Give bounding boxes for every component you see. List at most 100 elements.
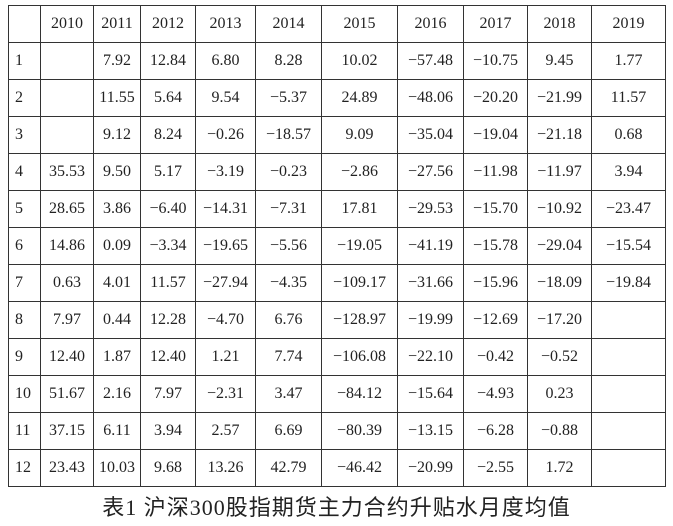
value-cell: 2.57 — [195, 412, 256, 450]
value-cell: 17.81 — [321, 190, 398, 228]
value-cell: −29.04 — [527, 227, 592, 265]
value-cell: −17.20 — [527, 301, 592, 339]
header-cell: 2019 — [591, 5, 666, 43]
value-cell: −128.97 — [321, 301, 398, 339]
value-cell: −3.34 — [140, 227, 196, 265]
value-cell: 3.47 — [255, 375, 322, 413]
value-cell: −84.12 — [321, 375, 398, 413]
value-cell: −2.31 — [195, 375, 256, 413]
value-cell: 10.03 — [93, 449, 141, 487]
month-cell: 1 — [8, 42, 41, 80]
value-cell: −6.40 — [140, 190, 196, 228]
value-cell: 0.23 — [527, 375, 592, 413]
table-row: 5 28.65 3.86 −6.40 −14.31 −7.31 17.81 −29.53 −15… — [8, 190, 666, 228]
value-cell: 7.74 — [255, 338, 322, 376]
value-cell: 7.92 — [93, 42, 141, 80]
value-cell — [40, 42, 94, 80]
value-cell — [591, 338, 666, 376]
value-cell: 11.55 — [93, 79, 141, 117]
value-cell: 6.80 — [195, 42, 256, 80]
value-cell: 6.76 — [255, 301, 322, 339]
header-cell: 2018 — [527, 5, 592, 43]
table-row: 11 37.15 6.11 3.94 2.57 6.69 −80.39 −13.15 −6.28… — [8, 412, 666, 450]
value-cell: 6.69 — [255, 412, 322, 450]
value-cell: 3.94 — [591, 153, 666, 191]
header-cell: 2011 — [93, 5, 141, 43]
value-cell — [591, 375, 666, 413]
value-cell: −14.31 — [195, 190, 256, 228]
value-cell: −13.15 — [397, 412, 464, 450]
value-cell: 35.53 — [40, 153, 94, 191]
value-cell: 9.50 — [93, 153, 141, 191]
table-row: 1 7.92 12.84 6.80 8.28 10.02 −57.48 −10.75 9.45 1… — [8, 42, 666, 80]
header-cell: 2015 — [321, 5, 398, 43]
value-cell: 7.97 — [40, 301, 94, 339]
value-cell: 8.24 — [140, 116, 196, 154]
value-cell: −19.04 — [463, 116, 528, 154]
value-cell: −48.06 — [397, 79, 464, 117]
value-cell: −2.55 — [463, 449, 528, 487]
value-cell: −80.39 — [321, 412, 398, 450]
value-cell: −4.93 — [463, 375, 528, 413]
value-cell: −19.99 — [397, 301, 464, 339]
value-cell: 7.97 — [140, 375, 196, 413]
value-cell: 42.79 — [255, 449, 322, 487]
value-cell: 5.64 — [140, 79, 196, 117]
header-cell: 2017 — [463, 5, 528, 43]
value-cell: 24.89 — [321, 79, 398, 117]
value-cell: −0.42 — [463, 338, 528, 376]
value-cell: −18.09 — [527, 264, 592, 302]
month-cell: 11 — [8, 412, 41, 450]
value-cell: 5.17 — [140, 153, 196, 191]
value-cell: 9.12 — [93, 116, 141, 154]
table-row: 8 7.97 0.44 12.28 −4.70 6.76 −128.97 −19.99 −12.… — [8, 301, 666, 339]
value-cell: −7.31 — [255, 190, 322, 228]
value-cell: −109.17 — [321, 264, 398, 302]
value-cell: −15.96 — [463, 264, 528, 302]
value-cell: −15.70 — [463, 190, 528, 228]
value-cell: 11.57 — [140, 264, 196, 302]
value-cell: −11.97 — [527, 153, 592, 191]
corner-cell — [8, 5, 41, 43]
month-cell: 4 — [8, 153, 41, 191]
value-cell: 3.86 — [93, 190, 141, 228]
value-cell: 9.45 — [527, 42, 592, 80]
value-cell: 28.65 — [40, 190, 94, 228]
month-cell: 2 — [8, 79, 41, 117]
table-caption: 表1 沪深300股指期货主力合约升贴水月度均值 — [102, 495, 571, 520]
value-cell: 12.28 — [140, 301, 196, 339]
header-cell: 2014 — [255, 5, 322, 43]
value-cell: −0.23 — [255, 153, 322, 191]
value-cell: −11.98 — [463, 153, 528, 191]
value-cell: −19.05 — [321, 227, 398, 265]
value-cell: −5.37 — [255, 79, 322, 117]
value-cell: 1.87 — [93, 338, 141, 376]
header-row: 2010 2011 2012 2013 2014 2015 2016 2017 2018 2019 — [8, 5, 666, 43]
value-cell: −20.20 — [463, 79, 528, 117]
value-cell — [591, 449, 666, 487]
value-cell: 9.09 — [321, 116, 398, 154]
value-cell: 1.77 — [591, 42, 666, 80]
value-cell: −3.19 — [195, 153, 256, 191]
value-cell: 10.02 — [321, 42, 398, 80]
value-cell: 23.43 — [40, 449, 94, 487]
value-cell: −27.94 — [195, 264, 256, 302]
value-cell: −23.47 — [591, 190, 666, 228]
value-cell: 12.40 — [40, 338, 94, 376]
value-cell: −19.65 — [195, 227, 256, 265]
value-cell — [591, 412, 666, 450]
value-cell: 1.72 — [527, 449, 592, 487]
value-cell: −29.53 — [397, 190, 464, 228]
value-cell: −57.48 — [397, 42, 464, 80]
month-cell: 6 — [8, 227, 41, 265]
value-cell — [591, 301, 666, 339]
value-cell: −21.18 — [527, 116, 592, 154]
month-cell: 5 — [8, 190, 41, 228]
value-cell: 12.40 — [140, 338, 196, 376]
value-cell: 9.54 — [195, 79, 256, 117]
value-cell: 0.09 — [93, 227, 141, 265]
month-cell: 12 — [8, 449, 41, 487]
value-cell: −20.99 — [397, 449, 464, 487]
value-cell: −5.56 — [255, 227, 322, 265]
